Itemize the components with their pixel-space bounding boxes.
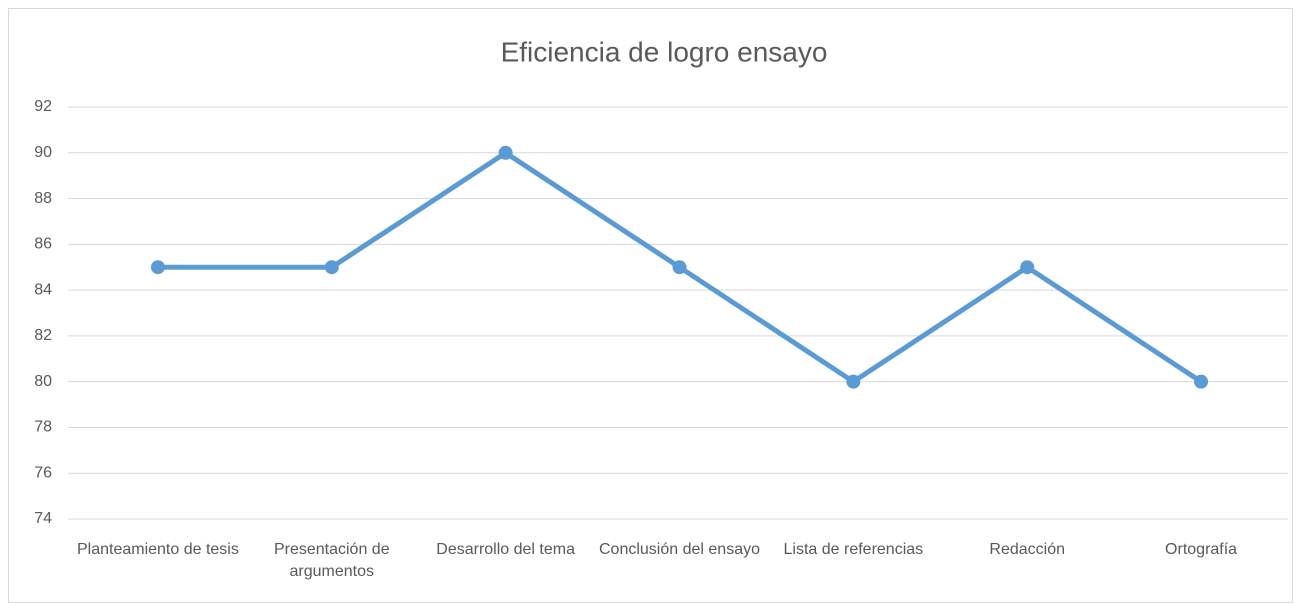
y-tick-label: 74 [34,510,52,527]
y-tick-label: 92 [34,98,52,115]
data-point [846,374,861,389]
x-tick-label: Planteamiento de tesis [76,541,239,558]
data-point [672,260,687,275]
x-tick-label: Lista de referencias [783,541,924,558]
data-point [1194,374,1209,389]
y-tick-label: 86 [34,236,52,253]
x-tick-label: Ortografía [1165,541,1238,558]
data-point [324,260,339,275]
y-tick-label: 88 [34,190,52,207]
data-point [498,145,513,160]
x-tick-label: Desarrollo del tema [436,541,575,558]
x-tick-label: Redacción [989,541,1065,558]
y-tick-label: 84 [34,281,52,298]
y-tick-label: 82 [34,327,52,344]
x-tick-label: Presentación de argumentos [273,541,390,580]
data-point [150,260,165,275]
data-point [1020,260,1035,275]
x-tick-label: Conclusión del ensayo [599,541,760,558]
y-tick-label: 76 [34,464,52,481]
y-tick-label: 78 [34,419,52,436]
y-tick-label: 80 [34,373,52,390]
chart-frame [8,8,1293,603]
y-tick-label: 90 [34,144,52,161]
chart-title: Eficiencia de logro ensayo [501,36,828,67]
